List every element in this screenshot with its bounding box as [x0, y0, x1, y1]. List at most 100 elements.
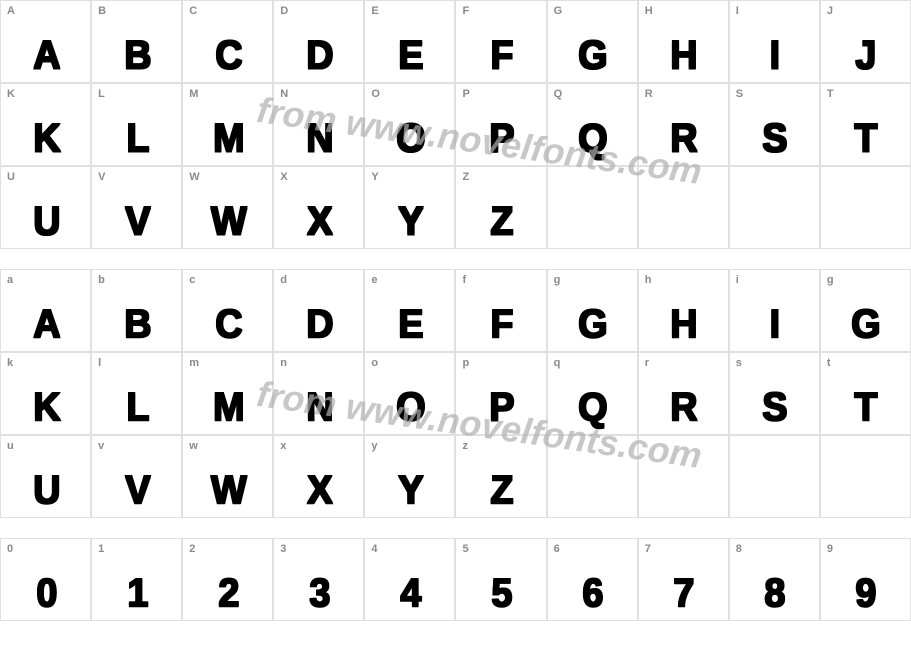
glyph-cell[interactable]: NN	[273, 83, 364, 166]
glyph-cell[interactable]: 99	[820, 538, 911, 621]
glyph: R	[670, 118, 696, 158]
glyph-cell[interactable]: wW	[182, 435, 273, 518]
glyph-cell[interactable]: RR	[638, 83, 729, 166]
glyph-cell[interactable]: sS	[729, 352, 820, 435]
section-spacer	[0, 249, 911, 269]
glyph: A	[33, 35, 59, 75]
glyph-cell[interactable]: QQ	[547, 83, 638, 166]
glyph-cell[interactable]: bB	[91, 269, 182, 352]
glyph-cell[interactable]: WW	[182, 166, 273, 249]
glyph-cell[interactable]: lL	[91, 352, 182, 435]
glyph-cell[interactable]: PP	[455, 83, 546, 166]
cell-label: M	[189, 88, 266, 100]
glyph-cell[interactable]: JJ	[820, 0, 911, 83]
glyph-cell[interactable]: zZ	[455, 435, 546, 518]
glyph-cell[interactable]: XX	[273, 166, 364, 249]
cell-label: Z	[462, 171, 539, 183]
glyph: B	[124, 304, 150, 344]
cell-label: D	[280, 5, 357, 17]
glyph-cell[interactable]: 88	[729, 538, 820, 621]
glyph-cell[interactable]: 33	[273, 538, 364, 621]
glyph-cell[interactable]: OO	[364, 83, 455, 166]
glyph-cell[interactable]: pP	[455, 352, 546, 435]
glyph-cell[interactable]: hH	[638, 269, 729, 352]
glyph-cell[interactable]: AA	[0, 0, 91, 83]
glyph-cell[interactable]: MM	[182, 83, 273, 166]
glyph-cell[interactable]: fF	[455, 269, 546, 352]
glyph-cell[interactable]: 22	[182, 538, 273, 621]
glyph: T	[855, 387, 876, 427]
glyph-cell[interactable]: qQ	[547, 352, 638, 435]
glyph-cell[interactable]: yY	[364, 435, 455, 518]
glyph-cell[interactable]: rR	[638, 352, 729, 435]
font-charmap: AABBCCDDEEFFGGHHIIJJKKLLMMNNOOPPQQRRSSTT…	[0, 0, 911, 621]
glyph-cell[interactable]: tT	[820, 352, 911, 435]
glyph-cell[interactable]	[729, 435, 820, 518]
glyph-cell[interactable]: 00	[0, 538, 91, 621]
glyph-cell[interactable]: 77	[638, 538, 729, 621]
glyph-cell[interactable]	[638, 435, 729, 518]
cell-label: N	[280, 88, 357, 100]
cell-label: F	[462, 5, 539, 17]
glyph-cell[interactable]: gG	[547, 269, 638, 352]
glyph: K	[33, 118, 59, 158]
glyph-cell[interactable]: vV	[91, 435, 182, 518]
glyph-wrap: V	[124, 200, 150, 242]
glyph-cell[interactable]: 11	[91, 538, 182, 621]
glyph-cell[interactable]: VV	[91, 166, 182, 249]
glyph-cell[interactable]: KK	[0, 83, 91, 166]
glyph-wrap: 8	[764, 572, 785, 614]
glyph-cell[interactable]: kK	[0, 352, 91, 435]
glyph-cell[interactable]	[547, 166, 638, 249]
glyph-cell[interactable]: LL	[91, 83, 182, 166]
glyph: C	[215, 304, 241, 344]
cell-label: R	[645, 88, 722, 100]
glyph-cell[interactable]: ZZ	[455, 166, 546, 249]
glyph-cell[interactable]: TT	[820, 83, 911, 166]
glyph-cell[interactable]: BB	[91, 0, 182, 83]
glyph-cell[interactable]	[729, 166, 820, 249]
glyph: F	[490, 35, 511, 75]
glyph-cell[interactable]: UU	[0, 166, 91, 249]
glyph-cell[interactable]: II	[729, 0, 820, 83]
cell-label: 1	[98, 543, 175, 555]
glyph-cell[interactable]	[820, 435, 911, 518]
glyph-cell[interactable]: GG	[547, 0, 638, 83]
glyph-cell[interactable]: DD	[273, 0, 364, 83]
glyph-cell[interactable]: SS	[729, 83, 820, 166]
cell-label: k	[7, 357, 84, 369]
glyph-cell[interactable]: FF	[455, 0, 546, 83]
glyph-cell[interactable]: eE	[364, 269, 455, 352]
glyph-cell[interactable]: CC	[182, 0, 273, 83]
glyph-cell[interactable]: 66	[547, 538, 638, 621]
glyph-cell[interactable]: HH	[638, 0, 729, 83]
glyph: J	[856, 35, 875, 75]
glyph-cell[interactable]: mM	[182, 352, 273, 435]
glyph-cell[interactable]: cC	[182, 269, 273, 352]
glyph-cell[interactable]: aA	[0, 269, 91, 352]
glyph-cell[interactable]: EE	[364, 0, 455, 83]
glyph-wrap: E	[397, 303, 423, 345]
glyph-cell[interactable]: xX	[273, 435, 364, 518]
cell-label: 6	[554, 543, 631, 555]
glyph-wrap: 5	[490, 572, 511, 614]
glyph-wrap: Z	[489, 469, 513, 511]
glyph-cell[interactable]: 44	[364, 538, 455, 621]
glyph-cell[interactable]: iI	[729, 269, 820, 352]
glyph-cell[interactable]: dD	[273, 269, 364, 352]
glyph-cell[interactable]: oO	[364, 352, 455, 435]
cell-label: m	[189, 357, 266, 369]
glyph-cell[interactable]: nN	[273, 352, 364, 435]
glyph-wrap: K	[31, 117, 59, 159]
glyph-cell[interactable]	[547, 435, 638, 518]
glyph-wrap: A	[31, 303, 59, 345]
glyph: 6	[583, 573, 602, 613]
glyph-cell[interactable]: YY	[364, 166, 455, 249]
glyph-cell[interactable]	[638, 166, 729, 249]
glyph-wrap: V	[124, 469, 150, 511]
cell-label: u	[7, 440, 84, 452]
glyph-cell[interactable]	[820, 166, 911, 249]
glyph-cell[interactable]: uU	[0, 435, 91, 518]
glyph-cell[interactable]: 55	[455, 538, 546, 621]
glyph-cell[interactable]: gG	[820, 269, 911, 352]
